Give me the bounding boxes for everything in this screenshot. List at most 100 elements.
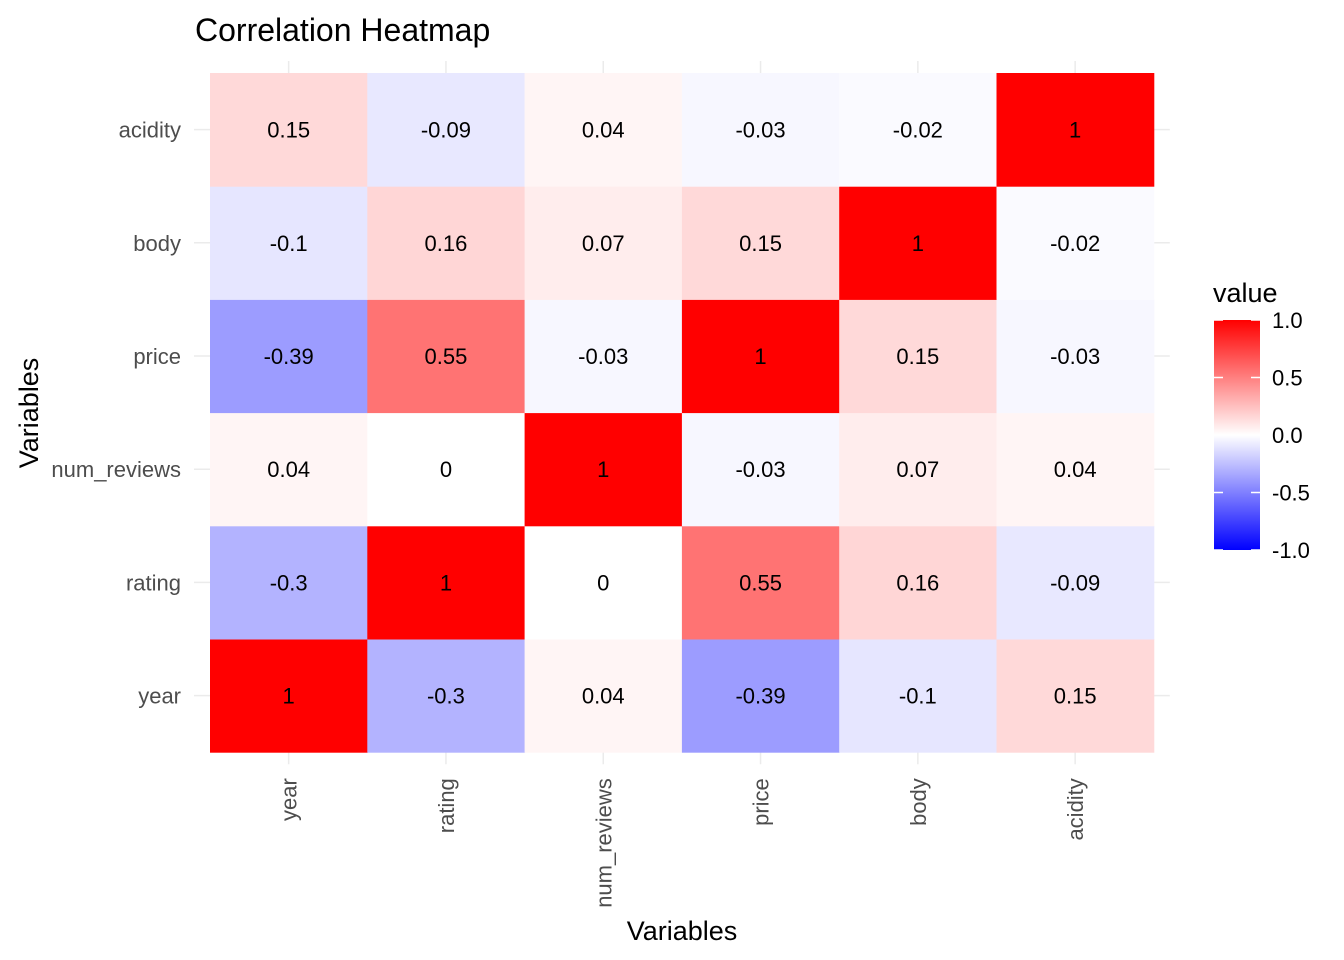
chart-title: Correlation Heatmap <box>195 12 490 48</box>
heatmap-cell-acidity-rating <box>367 73 526 187</box>
heatmap-cell-year-num_reviews <box>524 639 683 753</box>
heatmap-cell-rating-body <box>839 525 997 640</box>
heatmap-cell-rating-year <box>210 525 368 640</box>
cell-value-label: -0.03 <box>735 118 785 143</box>
cell-value-label: 1 <box>283 684 295 709</box>
heatmap-cell-num_reviews-body <box>839 412 997 527</box>
heatmap-cell-labels: 1 -0.3 0.04 -0.39 -0.1 0.15 -0.3 1 0 0.55 0.16 -0.0… <box>264 118 1101 709</box>
heatmap-cell-rating-acidity <box>996 525 1155 640</box>
cell-value-label: 0.07 <box>896 457 939 482</box>
heatmap-cell-rating-num_reviews <box>524 525 683 640</box>
heatmap-cell-num_reviews-num_reviews <box>524 412 683 527</box>
heatmap-cell-body-acidity <box>996 186 1155 300</box>
heatmap-cell-year-price <box>681 639 840 753</box>
heatmap-cell-price-acidity <box>996 299 1155 414</box>
y-axis-title: Variables <box>14 358 44 469</box>
heatmap-cell-num_reviews-acidity <box>996 412 1155 527</box>
y-tick-label-body: body <box>133 231 181 256</box>
cell-value-label: 0.15 <box>1054 684 1097 709</box>
heatmap-cell-body-year <box>210 186 368 300</box>
cell-value-label: -0.1 <box>270 231 308 256</box>
cell-value-label: 1 <box>1069 118 1081 143</box>
cell-value-label: 0.07 <box>582 231 625 256</box>
heatmap-cell-body-num_reviews <box>524 186 683 300</box>
cell-value-label: 0.16 <box>896 570 939 595</box>
legend-ticks: 1.0 0.5 0.0 -0.5 -1.0 <box>1214 308 1310 563</box>
x-tick-label-price: price <box>749 778 774 826</box>
cell-value-label: 0.04 <box>267 457 310 482</box>
x-tick-label-rating: rating <box>434 778 459 833</box>
x-axis-title: Variables <box>627 916 738 946</box>
cell-value-label: -0.09 <box>421 118 471 143</box>
cell-value-label: -0.03 <box>735 457 785 482</box>
cell-value-label: -0.39 <box>264 344 314 369</box>
heatmap-cell-acidity-body <box>839 73 997 187</box>
legend-label: 0.0 <box>1272 423 1303 448</box>
heatmap-cell-rating-rating <box>367 525 526 640</box>
cell-value-label: -0.02 <box>1050 231 1100 256</box>
heatmap-cell-acidity-num_reviews <box>524 73 683 187</box>
cell-value-label: -0.3 <box>427 684 465 709</box>
cell-value-label: 0.15 <box>896 344 939 369</box>
heatmap-cell-price-rating <box>367 299 526 414</box>
y-tick-label-rating: rating <box>126 570 181 595</box>
heatmap-cell-year-rating <box>367 639 526 753</box>
heatmap-cell-num_reviews-price <box>681 412 840 527</box>
cell-value-label: -0.1 <box>899 684 937 709</box>
x-axis-tick-labels: year rating num_reviews price body acidity <box>277 778 1089 908</box>
cell-value-label: -0.09 <box>1050 570 1100 595</box>
cell-value-label: -0.03 <box>578 344 628 369</box>
color-legend: value 1.0 0.5 0.0 -0.5 -1.0 <box>1213 278 1310 563</box>
cell-value-label: -0.02 <box>893 118 943 143</box>
cell-value-label: 0 <box>597 570 609 595</box>
y-tick-label-acidity: acidity <box>119 118 181 143</box>
heatmap-cell-year-body <box>839 639 997 753</box>
heatmap-cell-acidity-year <box>210 73 368 187</box>
cell-value-label: -0.3 <box>270 570 308 595</box>
heatmap-cells <box>210 73 1155 753</box>
x-tick-label-acidity: acidity <box>1063 778 1088 840</box>
heatmap-cell-price-num_reviews <box>524 299 683 414</box>
legend-label: 0.5 <box>1272 366 1303 391</box>
cell-value-label: 1 <box>440 570 452 595</box>
heatmap-cell-price-body <box>839 299 997 414</box>
cell-value-label: 0 <box>440 457 452 482</box>
y-tick-label-year: year <box>138 684 181 709</box>
heatmap-cell-num_reviews-rating <box>367 412 526 527</box>
cell-value-label: 1 <box>912 231 924 256</box>
cell-value-label: -0.39 <box>735 684 785 709</box>
cell-value-label: 0.15 <box>267 118 310 143</box>
x-tick-label-year: year <box>277 778 302 821</box>
y-tick-label-price: price <box>133 344 181 369</box>
cell-value-label: 1 <box>754 344 766 369</box>
heatmap-cell-year-acidity <box>996 639 1155 753</box>
heatmap-cell-body-price <box>681 186 840 300</box>
cell-value-label: 0.55 <box>739 570 782 595</box>
x-tick-label-body: body <box>906 778 931 826</box>
cell-value-label: 0.04 <box>1054 457 1097 482</box>
cell-value-label: 0.04 <box>582 118 625 143</box>
x-tick-label-num_reviews: num_reviews <box>591 778 616 908</box>
heatmap-cell-year-year <box>210 639 368 753</box>
heatmap-cell-price-price <box>681 299 840 414</box>
heatmap-cell-acidity-price <box>681 73 840 187</box>
cell-value-label: 0.15 <box>739 231 782 256</box>
heatmap-cell-rating-price <box>681 525 840 640</box>
heatmap-cell-price-year <box>210 299 368 414</box>
legend-title: value <box>1213 278 1278 308</box>
y-tick-label-num_reviews: num_reviews <box>51 457 181 482</box>
cell-value-label: 0.04 <box>582 684 625 709</box>
heatmap-cell-body-body <box>839 186 997 300</box>
legend-label: 1.0 <box>1272 308 1303 333</box>
heatmap-cell-body-rating <box>367 186 526 300</box>
heatmap-cell-acidity-acidity <box>996 73 1155 187</box>
cell-value-label: -0.03 <box>1050 344 1100 369</box>
cell-value-label: 0.55 <box>425 344 468 369</box>
y-axis-tick-labels: year rating num_reviews price body acidity <box>51 118 181 709</box>
legend-label: -0.5 <box>1272 481 1310 506</box>
legend-label: -1.0 <box>1272 538 1310 563</box>
cell-value-label: 1 <box>597 457 609 482</box>
heatmap-cell-num_reviews-year <box>210 412 368 527</box>
